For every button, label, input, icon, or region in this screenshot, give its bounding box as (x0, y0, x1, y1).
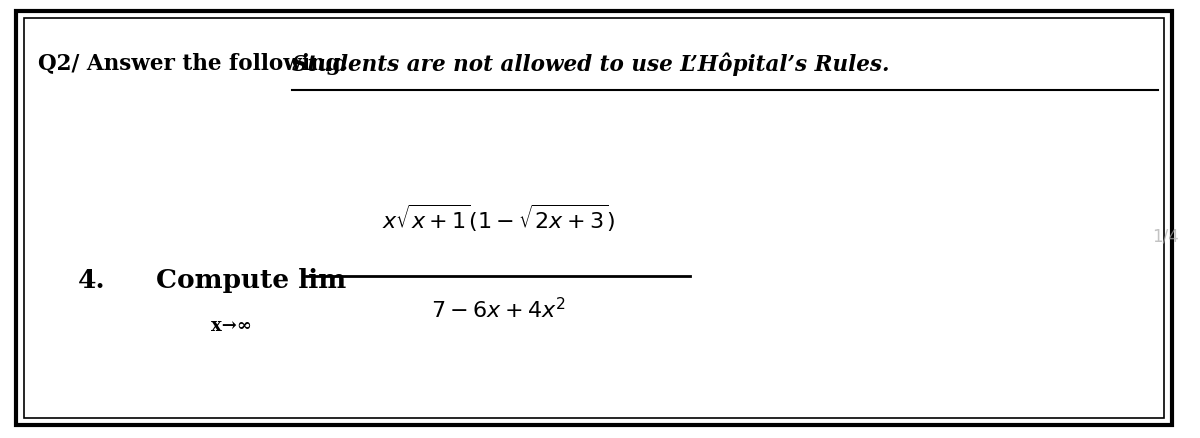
Text: $7-6x+4x^2$: $7-6x+4x^2$ (431, 298, 565, 323)
Text: 4.: 4. (78, 268, 106, 293)
Text: Compute lim: Compute lim (156, 268, 347, 293)
Text: $x\sqrt{x+1}(1-\sqrt{2x+3})$: $x\sqrt{x+1}(1-\sqrt{2x+3})$ (382, 203, 614, 234)
Text: x→∞: x→∞ (211, 317, 252, 336)
Text: Students are not allowed to use L’Hôpital’s Rules.: Students are not allowed to use L’Hôpita… (292, 53, 889, 76)
Text: 1/4: 1/4 (1152, 227, 1178, 246)
Text: Q2/ Answer the following.: Q2/ Answer the following. (38, 53, 356, 74)
